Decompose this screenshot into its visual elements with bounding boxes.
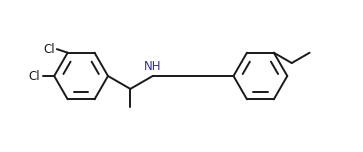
Text: Cl: Cl [28, 69, 40, 83]
Text: Cl: Cl [44, 43, 55, 56]
Text: NH: NH [144, 60, 162, 73]
